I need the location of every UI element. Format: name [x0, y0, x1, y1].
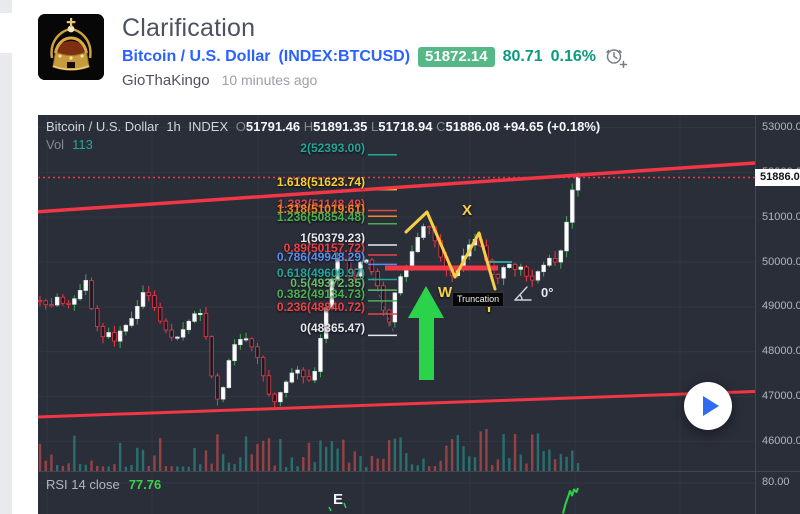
trend-angle-value: 0°: [541, 285, 554, 300]
fib-level-label-2: 2(52393.00): [300, 140, 365, 155]
symbol-link[interactable]: Bitcoin / U.S. Dollar: [122, 48, 271, 65]
price-axis-label-50000[interactable]: 50000.00: [762, 255, 800, 268]
price-axis-label-53000[interactable]: 53000.00: [762, 121, 800, 133]
idea-title: Clarification: [122, 14, 256, 42]
fib-level-label-0.382: 0.382(49134.73): [276, 286, 365, 301]
truncation-tooltip: Truncation: [452, 292, 505, 307]
rsi-legend: RSI 14 close 77.76: [46, 477, 161, 492]
legend-open-key: O: [235, 119, 246, 134]
legend-close-value: 51886.08: [445, 119, 500, 134]
fib-level-label-1.318: 1.318(51019.61): [276, 202, 365, 217]
ticker-link[interactable]: (INDEX:BTCUSD): [278, 48, 411, 65]
elliott-label-x[interactable]: X: [462, 202, 473, 219]
chart-legend: Bitcoin / U.S. Dollar 1h INDEX O51791.46…: [46, 119, 600, 134]
legend-interval: 1h: [166, 119, 181, 134]
price-axis-label-49000[interactable]: 49000.00: [762, 300, 800, 313]
price-change-pct: 0.16%: [550, 48, 597, 65]
price-badge: 51872.14: [418, 47, 495, 67]
legend-low-key: L: [371, 119, 379, 134]
price-axis-label-46000[interactable]: 46000.00: [762, 434, 800, 447]
publish-time: 10 minutes ago: [221, 72, 318, 88]
legend-close-key: C: [436, 119, 446, 134]
author-name[interactable]: GioThaKingo: [122, 72, 210, 89]
elliott-label-w[interactable]: W: [438, 284, 453, 301]
price-chart-canvas[interactable]: [38, 115, 800, 514]
fib-level-label-0.236: 0.236(48840.72): [276, 300, 365, 314]
add-alert-icon[interactable]: [604, 47, 628, 68]
rsi-scale-label[interactable]: 80.00: [762, 476, 790, 488]
rsi-value: 77.76: [128, 477, 162, 492]
legend-high-value: 51891.35: [313, 119, 368, 134]
replay-play-button[interactable]: [684, 382, 732, 430]
fib-level-label-0.89: 0.89(50157.72): [283, 240, 365, 255]
price-axis-label-48000[interactable]: 48000.00: [762, 345, 800, 358]
volume-value: 113: [72, 137, 93, 152]
rsi-title-text: RSI 14 close: [46, 477, 120, 492]
elliott-label-y[interactable]: Y: [484, 299, 495, 316]
legend-open-value: 51791.46: [245, 119, 301, 134]
legend-symbol: Bitcoin / U.S. Dollar: [46, 119, 159, 134]
fib-level-label-1: 1(50379.23): [300, 231, 365, 246]
fib-level-label-1.382: 1.382(51148.49): [277, 196, 365, 211]
price-chart[interactable]: Bitcoin / U.S. Dollar 1h INDEX O51791.46…: [38, 115, 800, 514]
volume-legend: Vol 113: [46, 137, 93, 152]
price-axis-label-51000[interactable]: 51000.00: [762, 210, 800, 223]
legend-change: +94.65 (+0.18%): [503, 119, 601, 134]
fib-level-label-1.236: 1.236(50854.48): [276, 209, 365, 224]
fib-level-label-0.618: 0.618(49609.97): [276, 265, 365, 280]
play-icon: [703, 396, 719, 416]
fib-level-label-1.618: 1.618(51623.74): [276, 175, 365, 190]
price-axis-label-47000[interactable]: 47000.00: [762, 390, 800, 403]
left-scroll-thumb[interactable]: [0, 13, 12, 53]
rsi-wave-label-e[interactable]: E: [333, 491, 344, 508]
legend-low-value: 51718.94: [378, 119, 433, 134]
trend-angle-icon[interactable]: [512, 284, 534, 303]
last-price-label: 51886.08: [755, 169, 800, 186]
left-scroll-strip[interactable]: [0, 0, 12, 514]
fib-level-label-0.786: 0.786(49948.29): [276, 250, 365, 265]
fib-level-label-0: 0(48365.47): [300, 321, 365, 336]
crown-avatar-image: [38, 14, 104, 80]
fib-level-label-0.5: 0.5(49372.35): [290, 276, 365, 291]
price-change-abs: 80.71: [502, 48, 543, 65]
author-avatar[interactable]: [38, 14, 104, 80]
volume-key: Vol: [46, 137, 65, 152]
legend-high-key: H: [303, 119, 314, 134]
legend-exchange: INDEX: [188, 119, 229, 134]
